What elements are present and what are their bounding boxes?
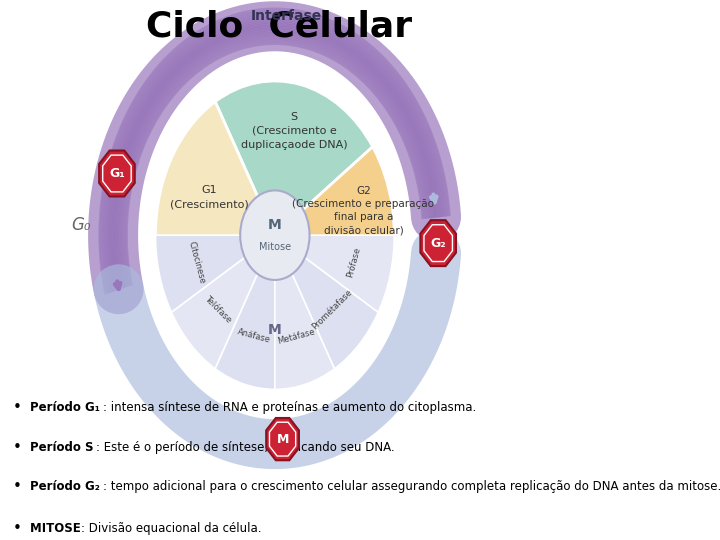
Text: •: • (12, 521, 21, 536)
Text: •: • (12, 400, 21, 415)
Wedge shape (171, 235, 275, 369)
Text: : Este é o período de síntese, duplicando seu DNA.: : Este é o período de síntese, duplicand… (96, 441, 395, 454)
Text: Citocinese: Citocinese (186, 240, 207, 285)
Text: M: M (268, 323, 282, 337)
Text: Período G₂: Período G₂ (30, 481, 100, 494)
Text: Período G₁: Período G₁ (30, 401, 100, 414)
Text: Ciclo  Celular: Ciclo Celular (145, 9, 412, 43)
Text: Prométafase: Prométafase (310, 287, 354, 331)
Text: G₁: G₁ (109, 167, 125, 180)
Wedge shape (275, 235, 395, 312)
Text: Prófase: Prófase (345, 246, 361, 279)
Text: : Divisão equacional da célula.: : Divisão equacional da célula. (81, 522, 261, 535)
Text: •: • (12, 480, 21, 495)
Text: : tempo adicional para o crescimento celular assegurando completa replicação do : : tempo adicional para o crescimento cel… (103, 481, 720, 494)
Wedge shape (275, 235, 335, 389)
Polygon shape (266, 418, 299, 460)
Wedge shape (215, 235, 275, 389)
Polygon shape (99, 151, 135, 197)
Text: G₀: G₀ (71, 216, 91, 234)
Wedge shape (156, 102, 275, 378)
Text: S
(Crescimento e
duplicaçaode DNA): S (Crescimento e duplicaçaode DNA) (240, 112, 348, 150)
Circle shape (240, 191, 310, 280)
Text: G1
(Crescimento): G1 (Crescimento) (170, 185, 249, 210)
Wedge shape (275, 147, 395, 369)
Text: •: • (12, 440, 21, 455)
Text: M: M (268, 218, 282, 232)
Polygon shape (420, 220, 456, 266)
Text: Anáfase: Anáfase (236, 328, 271, 345)
Text: Mitose: Mitose (258, 242, 291, 252)
Text: G₂: G₂ (431, 237, 446, 249)
Text: : intensa síntese de RNA e proteínas e aumento do citoplasma.: : intensa síntese de RNA e proteínas e a… (103, 401, 477, 414)
Wedge shape (156, 235, 275, 312)
Text: Metáfase: Metáfase (276, 327, 315, 346)
Text: MITOSE: MITOSE (30, 522, 85, 535)
Text: M: M (276, 433, 289, 446)
Text: Período S: Período S (30, 441, 94, 454)
Wedge shape (215, 81, 373, 235)
Text: Interfase: Interfase (251, 9, 322, 23)
Text: Telófase: Telófase (202, 294, 233, 325)
Wedge shape (275, 235, 378, 369)
Text: G2
(Crescimento e preparação
final para a
divisão celular): G2 (Crescimento e preparação final para … (292, 186, 434, 235)
